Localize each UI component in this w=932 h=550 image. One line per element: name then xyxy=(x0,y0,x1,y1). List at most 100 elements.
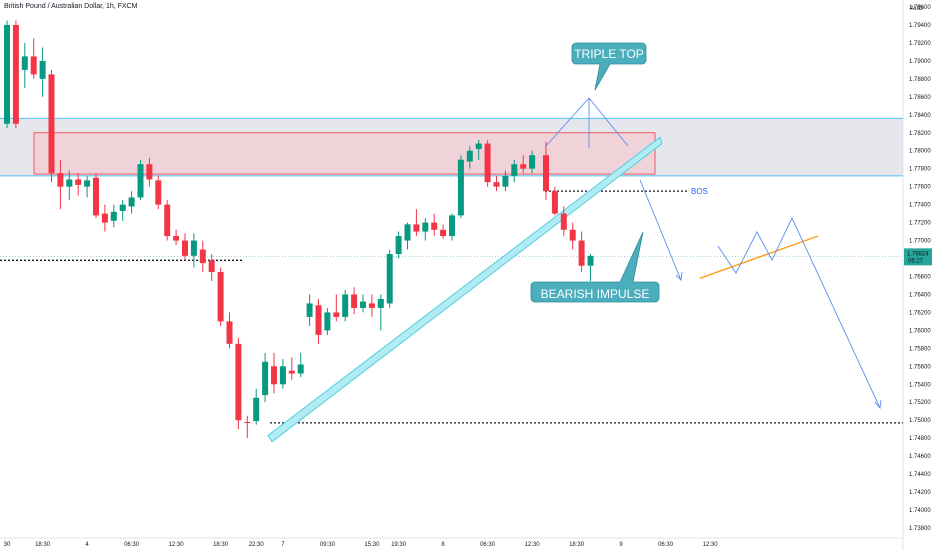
candle xyxy=(475,139,482,160)
candle-body xyxy=(48,74,55,174)
time-tick-label: 12:30 xyxy=(525,542,541,548)
candle xyxy=(578,231,585,272)
time-tick-label: 09:30 xyxy=(320,542,336,548)
candle xyxy=(511,159,518,183)
candle-body xyxy=(587,255,594,266)
candle xyxy=(217,267,224,326)
impulse-arrow xyxy=(639,179,682,281)
candle-body xyxy=(262,361,269,396)
price-tick-label: 1.73800 xyxy=(909,526,931,532)
bearish-impulse-callout xyxy=(530,231,660,303)
candle-body xyxy=(306,303,313,317)
price-tick-label: 1.75400 xyxy=(909,382,931,388)
candle xyxy=(288,357,295,380)
candle xyxy=(368,294,375,317)
price-tick-label: 1.77000 xyxy=(909,239,931,245)
candle xyxy=(271,352,277,394)
candle-body xyxy=(253,397,260,422)
impulse-arrowhead xyxy=(675,271,683,281)
candle xyxy=(137,159,144,201)
candle xyxy=(529,150,536,174)
price-tick-label: 1.76600 xyxy=(909,274,931,280)
triple-top-arrow xyxy=(588,97,629,147)
candle-body xyxy=(21,56,28,70)
candle-body xyxy=(560,213,567,230)
candle-body xyxy=(493,182,500,187)
projection-path xyxy=(717,216,881,409)
price-tick-label: 1.78200 xyxy=(909,131,931,137)
candle xyxy=(48,69,55,183)
candle-body xyxy=(12,24,19,124)
price-tick-label: 1.74800 xyxy=(909,436,931,442)
candle-body xyxy=(342,294,349,317)
projection-arrowhead xyxy=(874,399,882,410)
candle xyxy=(484,139,491,187)
bos-label: BOS xyxy=(691,187,708,196)
candle xyxy=(66,170,73,201)
time-tick-label: 12:30 xyxy=(703,542,719,548)
candle-body xyxy=(226,321,233,344)
candle xyxy=(128,191,135,214)
triple-top-label: TRIPLE TOP xyxy=(574,47,644,61)
price-tick-label: 1.74600 xyxy=(909,454,931,460)
candle-body xyxy=(502,175,509,187)
price-tick-label: 1.78400 xyxy=(909,113,931,119)
candle-body xyxy=(146,164,153,180)
candle-body xyxy=(395,236,402,255)
candle-body xyxy=(360,301,366,308)
candle xyxy=(560,206,567,237)
time-tick-label: 15:30 xyxy=(364,542,380,548)
candle xyxy=(449,213,455,241)
candle-body xyxy=(484,143,491,183)
price-tick-label: 1.75200 xyxy=(909,400,931,406)
candle-body xyxy=(101,213,108,223)
candle-body xyxy=(529,155,536,169)
candle xyxy=(279,359,286,389)
candle xyxy=(386,249,393,308)
candle-body xyxy=(173,236,180,241)
candle xyxy=(226,312,233,349)
candle-body xyxy=(271,366,277,385)
candle-body xyxy=(279,366,286,385)
candle xyxy=(110,204,117,228)
candle xyxy=(502,170,509,192)
candle xyxy=(244,415,251,439)
price-tick-label: 1.79200 xyxy=(909,41,931,47)
candle xyxy=(440,224,447,239)
candle xyxy=(262,352,269,403)
candle-body xyxy=(457,159,464,216)
candle-body xyxy=(377,298,384,308)
price-tick-label: 1.76400 xyxy=(909,292,931,298)
candle-body xyxy=(57,173,64,187)
candle-body xyxy=(386,254,393,304)
candles-group xyxy=(4,20,594,439)
candle xyxy=(351,287,358,315)
candle xyxy=(208,254,215,281)
candle-body xyxy=(244,422,251,424)
candle-body xyxy=(520,164,527,169)
candle xyxy=(75,173,82,196)
price-tick-label: 1.75000 xyxy=(909,418,931,424)
candle xyxy=(551,186,558,216)
candle xyxy=(333,294,340,322)
candle-body xyxy=(543,155,549,192)
candle xyxy=(457,155,464,219)
candle xyxy=(4,20,10,129)
orange-trendline xyxy=(699,235,819,279)
candle-body xyxy=(235,343,242,421)
candle xyxy=(297,352,304,378)
candle-body xyxy=(182,240,188,256)
candle-body xyxy=(75,179,82,185)
candle-body xyxy=(199,249,206,264)
time-tick-label: 30 xyxy=(4,542,11,548)
candle-body xyxy=(404,224,411,241)
candle-body xyxy=(475,143,482,149)
candle-body xyxy=(368,303,375,308)
price-tick-label: 1.76200 xyxy=(909,310,931,316)
candle xyxy=(39,47,46,97)
candle xyxy=(395,231,402,259)
candle-body xyxy=(449,215,455,237)
price-tick-label: 1.74400 xyxy=(909,472,931,478)
candle-body xyxy=(297,364,304,374)
